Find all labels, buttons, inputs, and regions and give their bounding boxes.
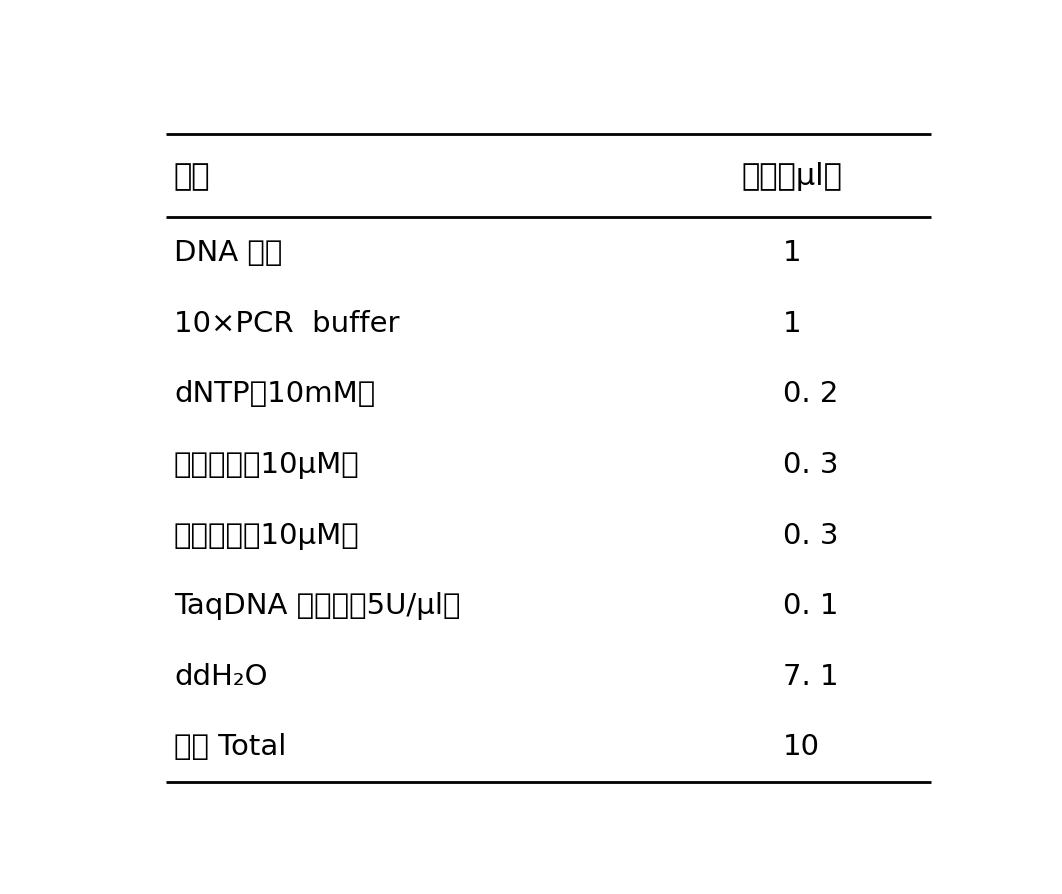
Text: 7. 1: 7. 1 — [783, 662, 839, 690]
Text: 1: 1 — [783, 309, 802, 337]
Text: 正向引物（10μM）: 正向引物（10μM） — [174, 451, 360, 478]
Text: 用量（μl）: 用量（μl） — [741, 162, 842, 190]
Text: 10×PCR  buffer: 10×PCR buffer — [174, 309, 399, 337]
Text: TaqDNA 聚合酶（5U/μl）: TaqDNA 聚合酶（5U/μl） — [174, 592, 461, 620]
Text: 0. 3: 0. 3 — [783, 521, 839, 549]
Text: ddH₂O: ddH₂O — [174, 662, 268, 690]
Text: 总计 Total: 总计 Total — [174, 732, 287, 761]
Text: 反向引物（10μM）: 反向引物（10μM） — [174, 521, 360, 549]
Text: 1: 1 — [783, 239, 802, 266]
Text: 组分: 组分 — [174, 162, 210, 190]
Text: 10: 10 — [783, 732, 820, 761]
Text: 0. 3: 0. 3 — [783, 451, 839, 478]
Text: 0. 2: 0. 2 — [783, 380, 838, 408]
Text: 0. 1: 0. 1 — [783, 592, 839, 620]
Text: dNTP（10mM）: dNTP（10mM） — [174, 380, 375, 408]
Text: DNA 模板: DNA 模板 — [174, 239, 282, 266]
